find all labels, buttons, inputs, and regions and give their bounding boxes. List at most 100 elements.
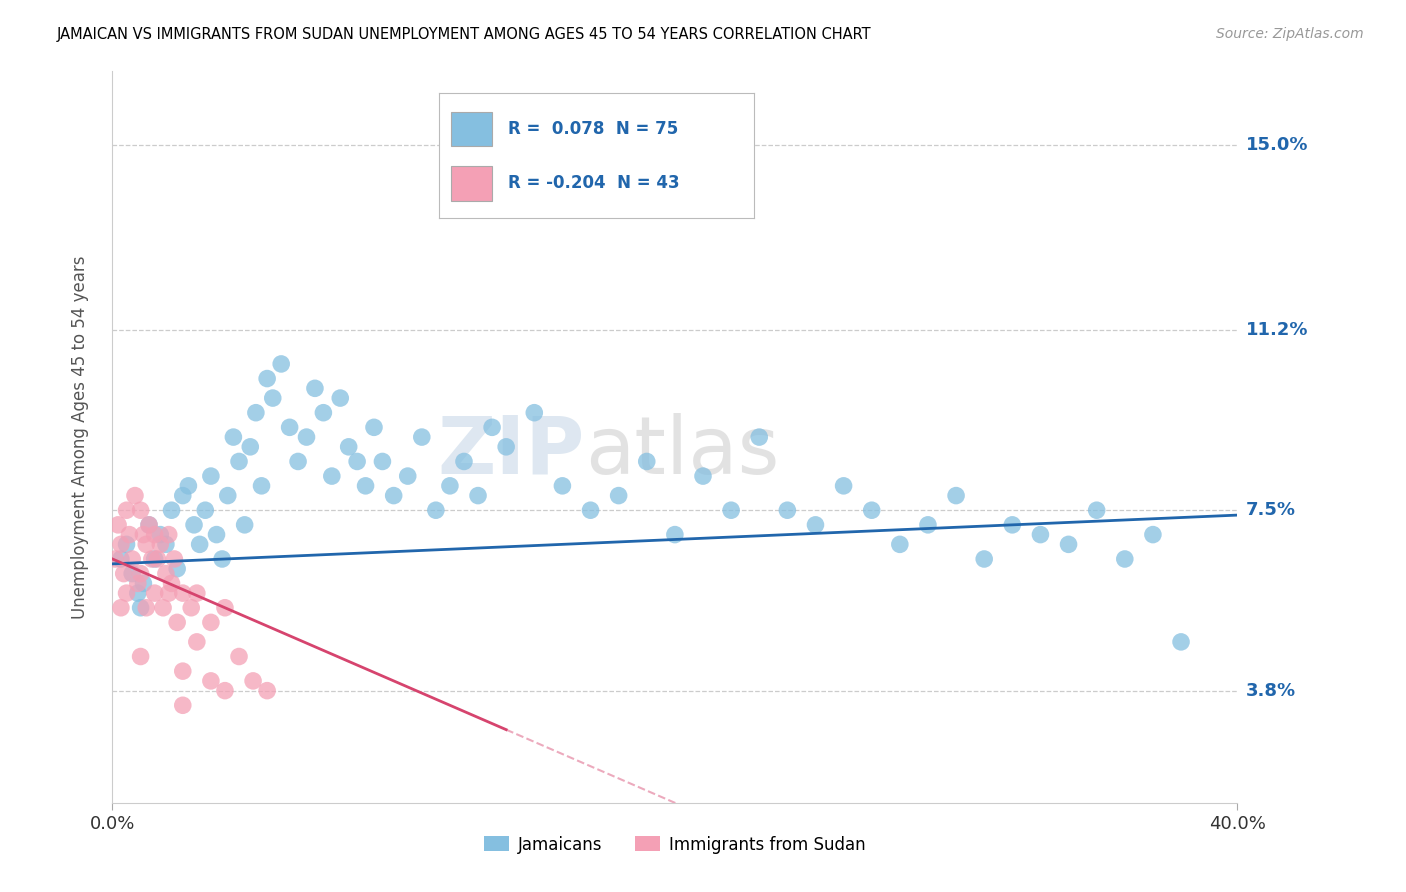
Point (180, 600, 202, 615)
Point (720, 503, 742, 517)
Point (222, 430, 245, 444)
Point (354, 479, 377, 493)
Point (495, 440, 517, 454)
Point (425, 503, 447, 517)
Point (200, 673, 222, 688)
Point (135, 537, 157, 551)
Point (312, 406, 335, 420)
Point (1170, 635, 1192, 649)
Legend: Jamaicans, Immigrants from Sudan: Jamaicans, Immigrants from Sudan (478, 829, 872, 860)
Point (411, 430, 433, 444)
Point (214, 600, 236, 615)
Point (118, 527, 141, 541)
Point (200, 469, 222, 483)
Point (278, 420, 301, 434)
Point (157, 586, 180, 600)
Point (112, 566, 135, 581)
Point (115, 537, 138, 551)
Point (200, 615, 222, 630)
Point (132, 576, 155, 591)
Point (973, 552, 995, 566)
Point (228, 649, 250, 664)
Point (270, 357, 292, 371)
Point (860, 503, 883, 517)
Point (337, 440, 360, 454)
Point (256, 683, 278, 698)
Text: 7.5%: 7.5% (1246, 501, 1295, 519)
Point (129, 600, 152, 615)
Point (155, 537, 177, 551)
Point (129, 566, 152, 581)
Text: Source: ZipAtlas.com: Source: ZipAtlas.com (1216, 27, 1364, 41)
Point (143, 552, 166, 566)
Point (239, 440, 262, 454)
Point (135, 600, 157, 615)
Point (115, 503, 138, 517)
Point (166, 615, 188, 630)
Point (160, 503, 183, 517)
Point (149, 527, 172, 541)
Point (945, 489, 967, 503)
Point (607, 489, 630, 503)
Point (110, 537, 132, 551)
Point (453, 454, 475, 468)
Text: 11.2%: 11.2% (1246, 321, 1308, 339)
Point (205, 527, 228, 541)
Point (217, 489, 239, 503)
Point (523, 406, 546, 420)
Point (579, 503, 602, 517)
Text: ZIP: ZIP (437, 413, 585, 491)
Point (107, 517, 129, 532)
Point (233, 517, 256, 532)
Point (172, 664, 194, 678)
Point (1114, 552, 1136, 566)
Point (250, 479, 273, 493)
Point (121, 552, 143, 566)
Point (183, 517, 205, 532)
Point (245, 406, 267, 420)
Y-axis label: Unemployment Among Ages 45 to 54 years: Unemployment Among Ages 45 to 54 years (70, 255, 89, 619)
Point (304, 381, 326, 395)
Point (329, 391, 352, 405)
Point (172, 489, 194, 503)
Point (160, 576, 183, 591)
Point (115, 586, 138, 600)
Point (172, 586, 194, 600)
Point (194, 503, 217, 517)
Text: 15.0%: 15.0% (1246, 136, 1308, 153)
Point (186, 635, 208, 649)
Point (138, 517, 160, 532)
Point (467, 489, 489, 503)
Point (129, 649, 152, 664)
Point (121, 566, 143, 581)
Point (382, 489, 405, 503)
Point (172, 698, 194, 713)
Point (321, 469, 343, 483)
Point (129, 503, 152, 517)
Point (748, 430, 770, 444)
Point (124, 489, 146, 503)
Point (155, 566, 177, 581)
Point (889, 537, 911, 551)
Point (141, 552, 163, 566)
Point (228, 454, 250, 468)
Point (346, 454, 368, 468)
Point (371, 454, 394, 468)
Point (152, 600, 174, 615)
Point (149, 537, 172, 551)
Point (132, 527, 155, 541)
Point (143, 527, 166, 541)
Point (1142, 527, 1164, 541)
Point (242, 673, 264, 688)
Point (127, 586, 149, 600)
Point (551, 479, 574, 493)
Point (138, 517, 160, 532)
Point (211, 552, 233, 566)
Point (256, 371, 278, 385)
Point (363, 420, 385, 434)
Point (692, 469, 714, 483)
Point (104, 552, 127, 566)
Point (287, 454, 309, 468)
Point (804, 517, 827, 532)
Point (110, 600, 132, 615)
